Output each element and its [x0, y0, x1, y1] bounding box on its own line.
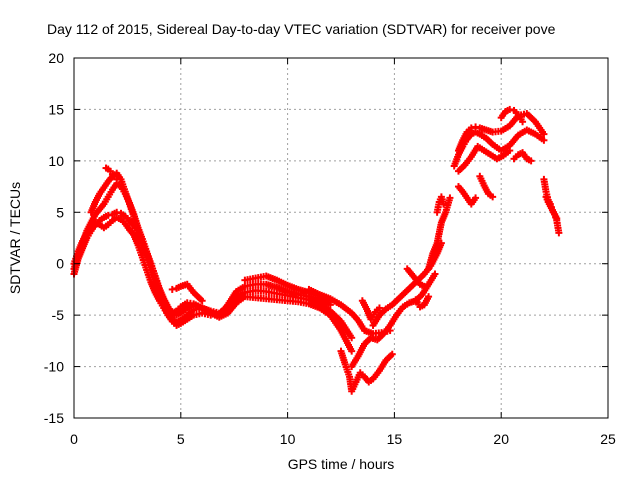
y-tick-label: 15	[48, 101, 64, 117]
axis-ticks: 0 5 10 15 20 25 -15 -10 -5 0 5 10 15 20	[44, 50, 616, 447]
x-tick-label: 5	[177, 431, 185, 447]
data-point	[207, 311, 215, 319]
x-tick-label: 10	[280, 431, 296, 447]
data-point	[420, 282, 428, 290]
data-point	[527, 157, 535, 165]
data-point	[555, 229, 563, 237]
data-point	[168, 285, 176, 293]
data-point	[348, 334, 356, 342]
data-point	[388, 350, 396, 358]
x-tick-label: 0	[70, 431, 78, 447]
data-point	[198, 297, 206, 305]
x-tick-label: 20	[493, 431, 509, 447]
y-axis-label: SDTVAR / TECUs	[7, 182, 23, 294]
data-point	[489, 193, 497, 201]
data-point	[506, 105, 514, 113]
y-tick-label: -10	[44, 359, 64, 375]
data-point	[540, 130, 548, 138]
data-point	[519, 118, 527, 126]
y-tick-label: 20	[48, 50, 64, 66]
data-point	[467, 124, 475, 132]
y-tick-label: -15	[44, 410, 64, 426]
data-point	[472, 194, 480, 202]
data-point	[440, 200, 448, 208]
data-point	[446, 194, 454, 202]
x-tick-label: 25	[600, 431, 616, 447]
data-point	[104, 211, 112, 219]
data-points	[70, 105, 563, 395]
data-point	[348, 347, 356, 355]
y-tick-label: -5	[52, 307, 65, 323]
data-point	[113, 175, 121, 183]
data-point	[472, 123, 480, 131]
data-point	[375, 304, 383, 312]
data-point	[540, 136, 548, 144]
y-tick-label: 0	[56, 256, 64, 272]
x-tick-label: 15	[387, 431, 403, 447]
plot-frame	[73, 57, 609, 419]
y-tick-label: 10	[48, 153, 64, 169]
data-point	[506, 147, 514, 155]
y-tick-label: 5	[56, 204, 64, 220]
x-axis-label: GPS time / hours	[288, 456, 395, 472]
data-point	[425, 293, 433, 301]
chart-title: Day 112 of 2015, Sidereal Day-to-day VTE…	[47, 21, 556, 37]
data-point	[431, 270, 439, 278]
